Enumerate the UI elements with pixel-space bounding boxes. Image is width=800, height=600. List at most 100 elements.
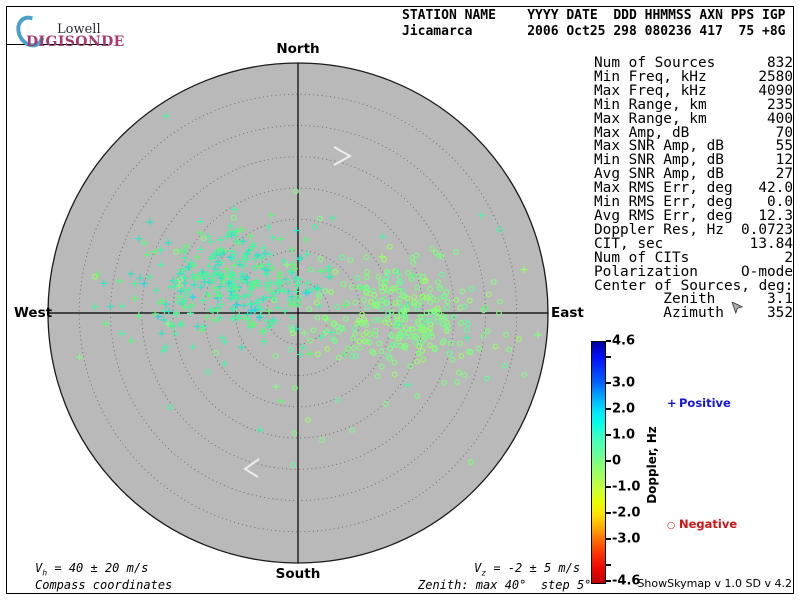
source-point-negative <box>415 350 422 357</box>
source-point-positive <box>463 334 471 342</box>
source-point-positive <box>293 227 301 234</box>
source-point-positive <box>267 211 275 219</box>
colorbar-tick-label: -1.0 <box>612 479 641 495</box>
source-point-negative <box>496 310 502 316</box>
source-point-negative <box>288 324 295 331</box>
source-point-positive <box>160 316 168 324</box>
source-point-positive <box>146 273 154 281</box>
source-point-positive <box>144 251 151 259</box>
source-point-negative <box>427 342 433 349</box>
source-point-positive <box>253 252 261 260</box>
source-point-positive <box>186 309 194 317</box>
source-point-positive <box>262 270 270 277</box>
source-point-negative <box>316 291 323 298</box>
stat-value: 12 <box>775 152 793 169</box>
source-point-negative <box>443 289 450 295</box>
source-point-positive <box>231 280 238 288</box>
stat-value: 27 <box>775 166 793 183</box>
source-point-negative <box>416 342 423 349</box>
source-point-negative <box>295 294 302 301</box>
source-point-positive <box>534 331 542 339</box>
source-point-negative <box>387 243 393 250</box>
source-point-positive <box>256 314 263 321</box>
colorbar-tick-label: 1.0 <box>612 427 636 443</box>
source-point-negative <box>398 304 405 311</box>
source-point-positive <box>218 334 226 342</box>
source-point-negative <box>342 315 349 322</box>
source-point-negative <box>354 275 361 281</box>
stat-value: 55 <box>775 138 793 155</box>
source-point-positive <box>157 246 165 254</box>
stat-row: CIT, sec 13.84 <box>594 237 793 252</box>
source-point-negative <box>417 299 423 306</box>
source-point-positive <box>184 291 191 299</box>
source-point-positive <box>378 253 386 261</box>
colorbar-tick <box>606 381 611 384</box>
source-point-positive <box>172 310 180 318</box>
stat-value: 70 <box>775 124 793 141</box>
source-point-positive <box>286 268 294 275</box>
source-point-negative <box>414 358 421 365</box>
source-point-negative <box>367 299 374 305</box>
stat-label: Max Freq, kHz <box>594 82 707 99</box>
source-point-negative <box>446 350 453 357</box>
source-point-positive <box>209 276 217 284</box>
source-point-positive <box>207 306 215 313</box>
source-point-positive <box>258 254 266 262</box>
stat-row: Center of Sources, deg: <box>594 278 793 294</box>
source-point-positive <box>159 297 167 304</box>
source-point-negative <box>366 331 373 338</box>
logo-digisonde-text: DIGISONDE <box>26 34 125 50</box>
source-point-positive <box>225 279 233 287</box>
source-point-positive <box>221 338 229 346</box>
source-point-negative <box>388 332 395 339</box>
source-point-positive <box>194 323 202 330</box>
source-point-negative <box>431 346 438 353</box>
colorbar-axis-label: Doppler, Hz <box>645 426 659 504</box>
source-point-positive <box>220 249 227 257</box>
source-point-negative <box>426 317 433 324</box>
legend-positive: + Positive <box>667 396 731 410</box>
source-point-positive <box>211 250 219 258</box>
source-point-negative <box>91 273 98 280</box>
source-point-negative <box>352 299 358 306</box>
source-point-positive <box>196 218 204 226</box>
source-point-negative <box>310 327 317 334</box>
source-point-negative <box>503 331 510 338</box>
stat-row: Azimuth 352 <box>594 306 793 321</box>
source-point-negative <box>466 297 473 304</box>
stat-row: Max Freq, kHz 4090 <box>594 82 793 99</box>
source-point-negative <box>312 223 318 230</box>
source-point-positive <box>127 337 135 345</box>
source-point-positive <box>185 263 193 271</box>
stat-value: 42.0 <box>758 180 793 197</box>
source-point-positive <box>216 314 224 322</box>
colorbar-tick <box>606 433 611 436</box>
source-point-negative <box>444 298 451 305</box>
source-point-negative <box>453 249 459 255</box>
stat-value: 235 <box>767 96 793 113</box>
plus-symbol-icon: + <box>667 396 677 410</box>
source-point-positive <box>325 266 333 274</box>
source-point-positive <box>265 307 273 315</box>
source-point-positive <box>102 320 110 328</box>
source-point-negative <box>429 245 435 252</box>
source-point-positive <box>228 231 236 239</box>
source-point-negative <box>335 354 342 361</box>
source-point-negative <box>436 252 442 259</box>
source-point-negative <box>322 314 329 321</box>
source-point-positive <box>265 323 273 331</box>
source-point-negative <box>422 278 429 285</box>
source-point-positive <box>181 254 189 262</box>
stats-panel: Num of Sources 832 Min Freq, kHz 2580 Max Fr… <box>594 56 793 321</box>
source-point-negative <box>419 293 426 300</box>
compass-south-label: South <box>275 566 321 582</box>
source-point-positive <box>269 265 276 272</box>
source-point-negative <box>430 311 437 318</box>
stat-value: 400 <box>767 110 793 127</box>
stat-row: Num of Sources 832 <box>594 56 793 71</box>
source-point-positive <box>404 381 412 389</box>
source-point-positive <box>259 295 267 303</box>
vh-velocity-note: Vh = 40 ± 20 m/s <box>35 561 149 578</box>
source-point-positive <box>243 274 251 282</box>
